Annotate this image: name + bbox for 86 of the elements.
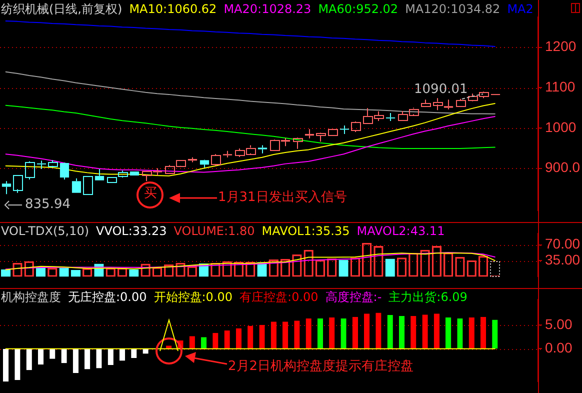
candlestick — [293, 137, 303, 150]
annotation: 买 — [144, 186, 157, 201]
y-tick-label: 0.00 — [545, 340, 572, 356]
bar — [224, 330, 230, 349]
bar — [200, 337, 207, 349]
text: MA120:1034.82 — [405, 2, 500, 16]
annotation: 1月31日发出买入信号 — [218, 190, 347, 205]
bar — [14, 348, 20, 380]
bar — [398, 316, 405, 349]
series-label: 主力出货:6.09 — [388, 290, 468, 304]
legend-label: 高度控盘:- — [325, 290, 382, 304]
bar — [385, 258, 395, 277]
bar — [446, 317, 452, 349]
bar — [259, 324, 265, 349]
bar — [492, 320, 498, 349]
series-label: MAVOL2:43.11 — [356, 224, 445, 238]
bar — [340, 318, 346, 349]
text: VVOL:33.23 — [96, 224, 167, 238]
candlestick — [94, 168, 104, 180]
bar — [270, 322, 276, 349]
chart-title: 机构控盘度 — [1, 290, 61, 304]
bar — [72, 348, 79, 374]
bar — [329, 317, 335, 349]
bar — [84, 348, 90, 370]
bar — [189, 336, 195, 349]
bar — [410, 316, 416, 349]
series-label: 有庄控盘:0.00 — [240, 290, 318, 304]
candlestick — [222, 150, 232, 158]
bar — [236, 328, 242, 349]
y-tick-label: 900.0 — [545, 159, 580, 176]
bar — [212, 332, 218, 349]
bar — [490, 261, 500, 277]
bar — [96, 348, 102, 368]
chart-title: 纺织机械(日线,前复权) — [1, 2, 122, 16]
y-tick-label: 5.00 — [545, 316, 572, 332]
bar — [306, 318, 312, 349]
text: MA20:1028.23 — [224, 2, 312, 16]
bar — [338, 260, 348, 277]
text: MA2 — [507, 2, 534, 16]
candlestick — [188, 156, 198, 163]
candlestick — [36, 160, 46, 170]
bar — [457, 318, 463, 349]
bar — [50, 348, 56, 359]
annotation: 1090.01 — [414, 82, 468, 97]
candlestick — [60, 163, 70, 180]
candlestick — [304, 128, 314, 139]
bar — [468, 317, 474, 349]
text: 无庄控盘:0.00 — [68, 290, 147, 304]
candlestick — [200, 160, 210, 168]
bar — [376, 312, 382, 349]
bar — [364, 314, 370, 349]
bar — [61, 348, 67, 364]
bar — [387, 315, 393, 349]
candlestick — [2, 180, 12, 195]
chart-title: VOL-TDX(5,10) — [1, 224, 90, 238]
candlestick — [386, 112, 396, 122]
bar — [434, 314, 440, 349]
bar — [282, 322, 288, 349]
bar — [2, 348, 9, 382]
candlestick — [433, 98, 443, 111]
bar — [352, 316, 358, 349]
text: MA60:952.02 — [318, 2, 398, 16]
y-tick-label: 35.00 — [545, 252, 580, 268]
bar — [26, 348, 32, 370]
text: 开始控盘:0.00 — [154, 290, 233, 304]
candlestick — [340, 124, 350, 134]
bar — [294, 320, 300, 349]
annotation: 835.94 — [25, 197, 70, 212]
y-tick-label: 1200 — [545, 38, 576, 54]
bar — [422, 314, 428, 349]
bar — [119, 348, 126, 361]
text: MA10:1060.62 — [129, 2, 217, 16]
series-label: VOLUME:1.80 — [174, 224, 255, 238]
candlestick — [258, 144, 268, 154]
series-label: MAVOL1:35.35 — [262, 224, 350, 238]
annotation: 2月2日机构控盘度提示有庄控盘 — [228, 359, 414, 374]
bar — [38, 348, 44, 365]
y-tick-label: 1000 — [545, 118, 576, 135]
bar — [248, 326, 254, 349]
y-tick-label: 70.00 — [545, 236, 580, 252]
bar — [480, 316, 486, 349]
y-tick-label: 1100 — [545, 78, 576, 94]
candlestick — [444, 99, 454, 110]
candlestick — [72, 178, 82, 193]
bar — [108, 348, 114, 366]
bar — [317, 318, 324, 349]
